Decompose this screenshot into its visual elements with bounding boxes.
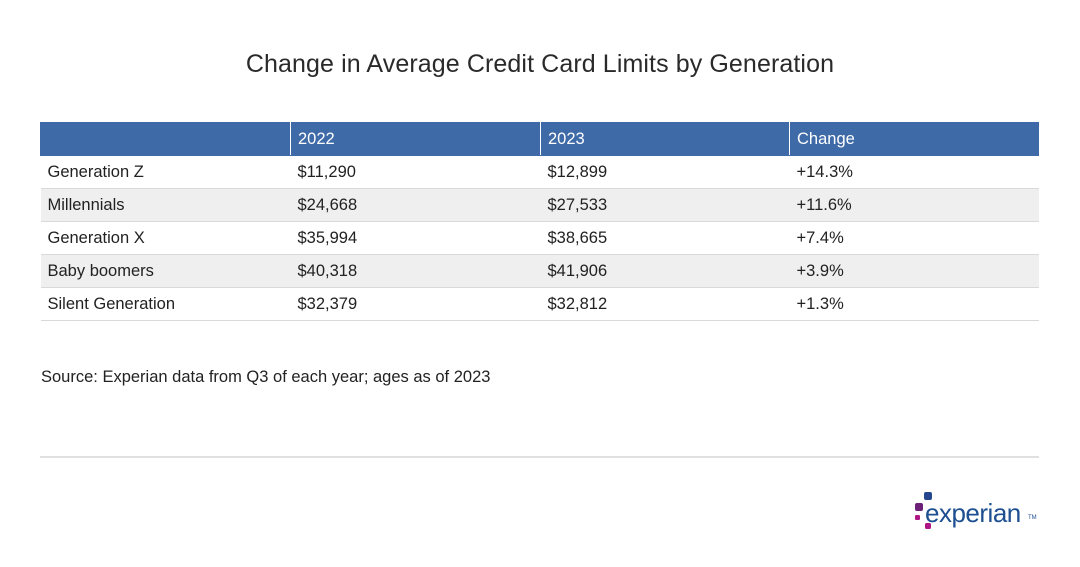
value-2023: $41,906: [540, 254, 790, 288]
value-2023: $38,665: [540, 221, 790, 255]
table-row: Baby boomers $40,318 $41,906 +3.9%: [40, 254, 1039, 288]
value-2023: $12,899: [540, 155, 790, 189]
table-row: Generation X $35,994 $38,665 +7.4%: [40, 221, 1039, 255]
value-2023: $27,533: [540, 188, 790, 222]
table-header-row: 2022 2023 Change: [40, 122, 1039, 156]
value-2022: $35,994: [290, 221, 541, 255]
divider: [40, 456, 1039, 458]
header-2023: 2023: [540, 122, 790, 156]
experian-logo-dots-icon: [915, 492, 932, 529]
table-row: Millennials $24,668 $27,533 +11.6%: [40, 188, 1039, 222]
source-note: Source: Experian data from Q3 of each ye…: [41, 368, 491, 386]
value-2023: $32,812: [540, 287, 790, 321]
value-2022: $32,379: [290, 287, 541, 321]
row-label: Generation Z: [40, 155, 291, 189]
chart-title: Change in Average Credit Card Limits by …: [245, 50, 835, 78]
row-label: Millennials: [40, 188, 291, 222]
value-2022: $40,318: [290, 254, 541, 288]
trademark-mark: TM: [1028, 515, 1037, 521]
table-row: Generation Z $11,290 $12,899 +14.3%: [40, 155, 1039, 189]
row-label: Silent Generation: [40, 287, 291, 321]
header-generation: [40, 122, 291, 156]
value-change: +7.4%: [789, 221, 1039, 255]
row-label: Generation X: [40, 221, 291, 255]
table-row: Silent Generation $32,379 $32,812 +1.3%: [40, 287, 1039, 321]
value-change: +3.9%: [789, 254, 1039, 288]
experian-logo: experian TM: [912, 490, 1042, 535]
row-label: Baby boomers: [40, 254, 291, 288]
experian-logo-text: experian: [925, 498, 1021, 528]
header-change: Change: [789, 122, 1039, 156]
value-2022: $24,668: [290, 188, 541, 222]
value-change: +1.3%: [789, 287, 1039, 321]
value-change: +14.3%: [789, 155, 1039, 189]
credit-limits-table: 2022 2023 Change Generation Z $11,290 $1…: [40, 122, 1039, 321]
header-2022: 2022: [290, 122, 541, 156]
value-change: +11.6%: [789, 188, 1039, 222]
value-2022: $11,290: [290, 155, 541, 189]
